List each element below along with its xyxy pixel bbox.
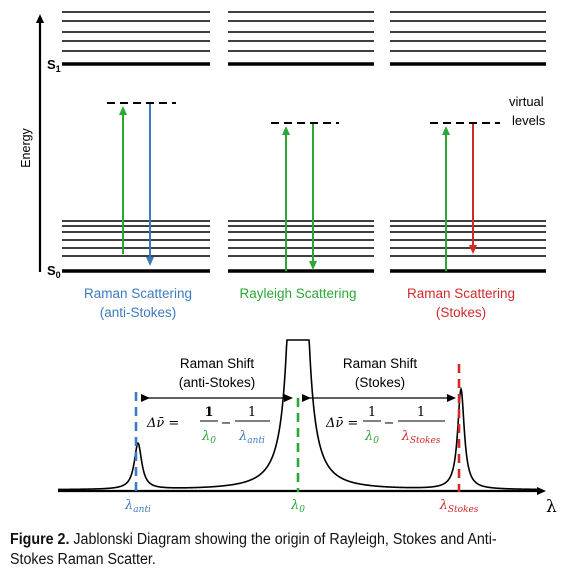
svg-text:λ0: λ0: [201, 429, 216, 446]
s1-label: S1: [47, 57, 61, 74]
raman-shift-anti-label-2: (anti-Stokes): [179, 375, 256, 390]
title-anti-stokes-1: Raman Scattering: [84, 286, 192, 301]
title-anti-stokes-2: (anti-Stokes): [100, 305, 177, 320]
svg-text:−: −: [384, 416, 395, 431]
svg-text:Δν̄ =: Δν̄ =: [146, 416, 179, 431]
svg-text:Δν̄ =: Δν̄ =: [325, 416, 358, 431]
wavelength-axis-label: λ: [546, 497, 557, 517]
lambda-anti-label: λanti: [124, 498, 151, 515]
svg-text:1: 1: [248, 405, 256, 420]
title-stokes-2: (Stokes): [436, 305, 486, 320]
svg-text:1: 1: [368, 405, 376, 420]
svg-text:1: 1: [417, 405, 425, 420]
svg-text:λanti: λanti: [238, 429, 265, 446]
figure-caption-text: Jablonski Diagram showing the origin of …: [10, 531, 497, 568]
formula-anti-stokes: Δν̄ = 1 λ0 − 1 λanti: [146, 405, 270, 446]
svg-text:λStokes: λStokes: [401, 429, 441, 446]
virtual-levels-label-2: levels: [512, 113, 546, 128]
lambda-stokes-label: λStokes: [439, 498, 479, 515]
lambda0-label: λ0: [290, 498, 305, 515]
figure-caption: Figure 2. Jablonski Diagram showing the …: [10, 530, 525, 570]
title-rayleigh: Rayleigh Scattering: [239, 286, 356, 301]
virtual-levels-label-1: virtual: [509, 94, 544, 109]
raman-shift-stokes-label-1: Raman Shift: [343, 356, 418, 371]
formula-stokes: Δν̄ = 1 λ0 − 1 λStokes: [325, 405, 445, 446]
title-stokes-1: Raman Scattering: [407, 286, 515, 301]
svg-text:−: −: [221, 416, 232, 431]
svg-text:1: 1: [204, 405, 213, 420]
energy-axis-label: Energy: [19, 127, 33, 167]
figure-caption-label: Figure 2.: [10, 531, 70, 548]
svg-text:λ0: λ0: [364, 429, 379, 446]
raman-shift-stokes-label-2: (Stokes): [355, 375, 405, 390]
s0-label: S0: [47, 263, 61, 280]
energy-levels: [62, 11, 546, 273]
raman-shift-anti-label-1: Raman Shift: [180, 356, 255, 371]
